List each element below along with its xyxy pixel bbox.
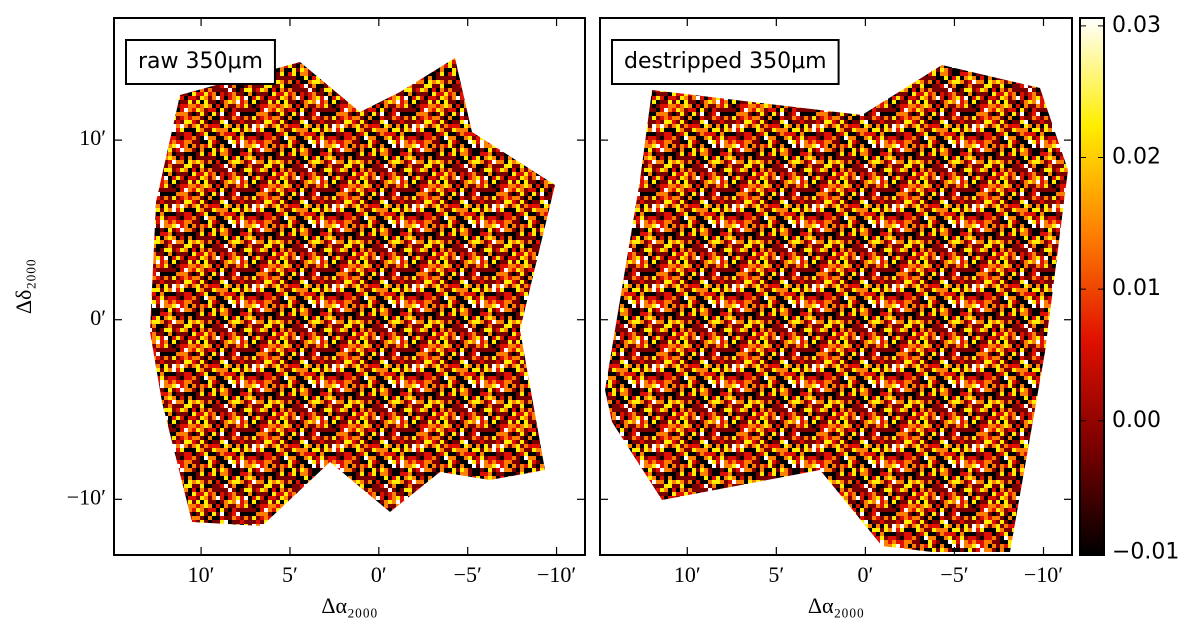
axes-frame [599,17,1073,556]
panel-label: raw 350μm [138,49,263,74]
x-tick-label: 0′ [857,562,873,587]
colorbar-tick-label: 0.03 [1112,13,1161,38]
x-axis-label: Δα₂₀₀₀ [321,593,377,618]
colorbar-tick-label: 0.02 [1112,145,1161,170]
panel-label: destripped 350μm [624,49,827,74]
x-tick-label: 10′ [674,562,701,587]
map-image [605,65,1068,552]
label-box [611,39,840,85]
y-tick-label: −10′ [67,484,106,509]
axes-frame [113,17,586,556]
x-axis-label: Δα₂₀₀₀ [808,593,864,618]
x-tick-label: −5′ [454,562,482,587]
colorbar-tick-label: 0.00 [1112,408,1161,433]
y-tick-label: 10′ [79,125,106,150]
x-tick-label: 5′ [768,562,784,587]
colorbar-tick-label: −0.01 [1112,539,1179,564]
colorbar-tick-label: 0.01 [1112,276,1161,301]
y-axis-label: Δδ₂₀₀₀ [11,259,36,314]
map-image [150,58,555,526]
x-tick-label: 5′ [282,562,298,587]
x-tick-label: 10′ [188,562,215,587]
x-tick-label: 0′ [371,562,387,587]
y-tick-label: 0′ [90,305,106,330]
label-box [125,39,276,85]
x-tick-label: −10′ [1024,562,1063,587]
colorbar [1079,17,1105,556]
x-tick-label: −10′ [537,562,576,587]
x-tick-label: −5′ [940,562,968,587]
